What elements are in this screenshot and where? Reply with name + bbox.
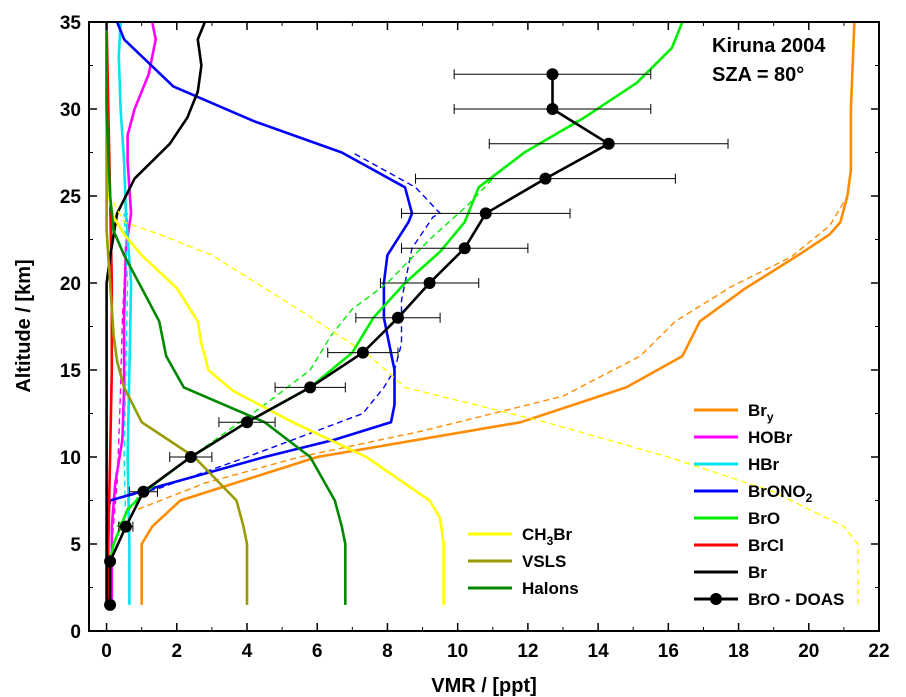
data-point [119, 520, 132, 533]
data-point [184, 451, 197, 463]
series-layer [105, 21, 859, 605]
data-point [539, 172, 552, 185]
legend-entry-bro-doas: BrO - DOAS [694, 590, 844, 609]
data-point [104, 598, 117, 611]
data-point [241, 416, 253, 429]
legend-label: HOBr [748, 428, 793, 447]
series-line-hobr-dashed [111, 213, 129, 545]
x-tick-label: 18 [728, 641, 749, 662]
doas-layer [104, 68, 729, 611]
y-tick-label: 15 [60, 361, 82, 382]
legend-label: BrO [748, 509, 780, 528]
legend-entry-bro: BrO [694, 509, 780, 528]
data-point [104, 555, 117, 568]
data-point [546, 68, 559, 81]
data-point [458, 242, 471, 255]
legend-entry-brono2: BrONO2 [694, 482, 813, 505]
data-point [391, 311, 404, 324]
legend-entry-br: Br [694, 563, 767, 582]
x-tick-label: 8 [382, 641, 393, 662]
legend-label: BrONO2 [748, 482, 813, 505]
x-tick-label: 0 [101, 641, 112, 662]
data-point [356, 346, 369, 359]
legend-label: HBr [748, 455, 780, 474]
legend-label: BrO - DOAS [748, 590, 844, 609]
legend-label: VSLS [522, 552, 566, 571]
x-tick-label: 10 [447, 641, 468, 662]
annotation-location: Kiruna 2004 [712, 35, 826, 57]
series-line-bro-doas [108, 74, 612, 605]
series-line-hbr [117, 21, 133, 605]
y-tick-label: 20 [60, 274, 81, 295]
y-tick-label: 25 [60, 187, 82, 208]
data-point [423, 277, 436, 289]
legend-entry-bry: Bry [694, 401, 774, 424]
series-line-vsls [105, 22, 249, 605]
x-tick-label: 22 [868, 641, 889, 662]
x-tick-label: 16 [658, 641, 679, 662]
legend-label: BrCl [748, 536, 784, 555]
annotation-sza: SZA = 80° [712, 64, 804, 86]
legend-entry-hobr: HOBr [694, 428, 793, 447]
data-point [546, 103, 559, 115]
data-point [304, 381, 317, 394]
legend-entry-halons: Halons [468, 579, 579, 598]
series-line-bry-dashed [137, 21, 856, 510]
legend-label: CH3Br [522, 525, 573, 548]
x-tick-label: 4 [242, 641, 253, 662]
series-line-halons [105, 22, 347, 605]
x-tick-label: 12 [517, 641, 538, 662]
legend-entry-ch3br: CH3Br [468, 525, 573, 548]
y-axis-title: Altitude / [km] [13, 259, 35, 392]
x-tick-label: 20 [798, 641, 819, 662]
y-tick-label: 35 [60, 13, 82, 34]
data-point [479, 207, 492, 220]
x-tick-label: 14 [588, 641, 610, 662]
x-tick-label: 2 [171, 641, 182, 662]
y-tick-label: 0 [70, 622, 81, 643]
legend-entry-vsls: VSLS [468, 552, 566, 571]
ticks-layer: 0 2 4 6 8 10 12 14 16 18 20 22 0 5 10 15 20 25 30 35 [60, 13, 890, 662]
data-point [602, 137, 615, 150]
data-point [137, 485, 150, 498]
series-line-ch3br-dashed [105, 108, 859, 605]
legend-marker [710, 593, 722, 605]
legend-entry-brcl: BrCl [694, 536, 784, 555]
y-tick-label: 10 [60, 448, 81, 469]
x-axis-title: VMR / [ppt] [431, 675, 537, 697]
legend-label: Halons [522, 579, 579, 598]
legend-label: Br [748, 563, 767, 582]
legend-layer: Bry HOBr HBr BrONO2 BrO BrCl Br BrO - DOAS CH3Br… [468, 401, 844, 609]
legend-label: Bry [748, 401, 774, 424]
y-tick-label: 5 [70, 535, 81, 556]
series-line-br [105, 21, 207, 605]
y-tick-label: 30 [60, 100, 81, 121]
x-tick-label: 6 [312, 641, 323, 662]
legend-entry-hbr: HBr [694, 455, 780, 474]
